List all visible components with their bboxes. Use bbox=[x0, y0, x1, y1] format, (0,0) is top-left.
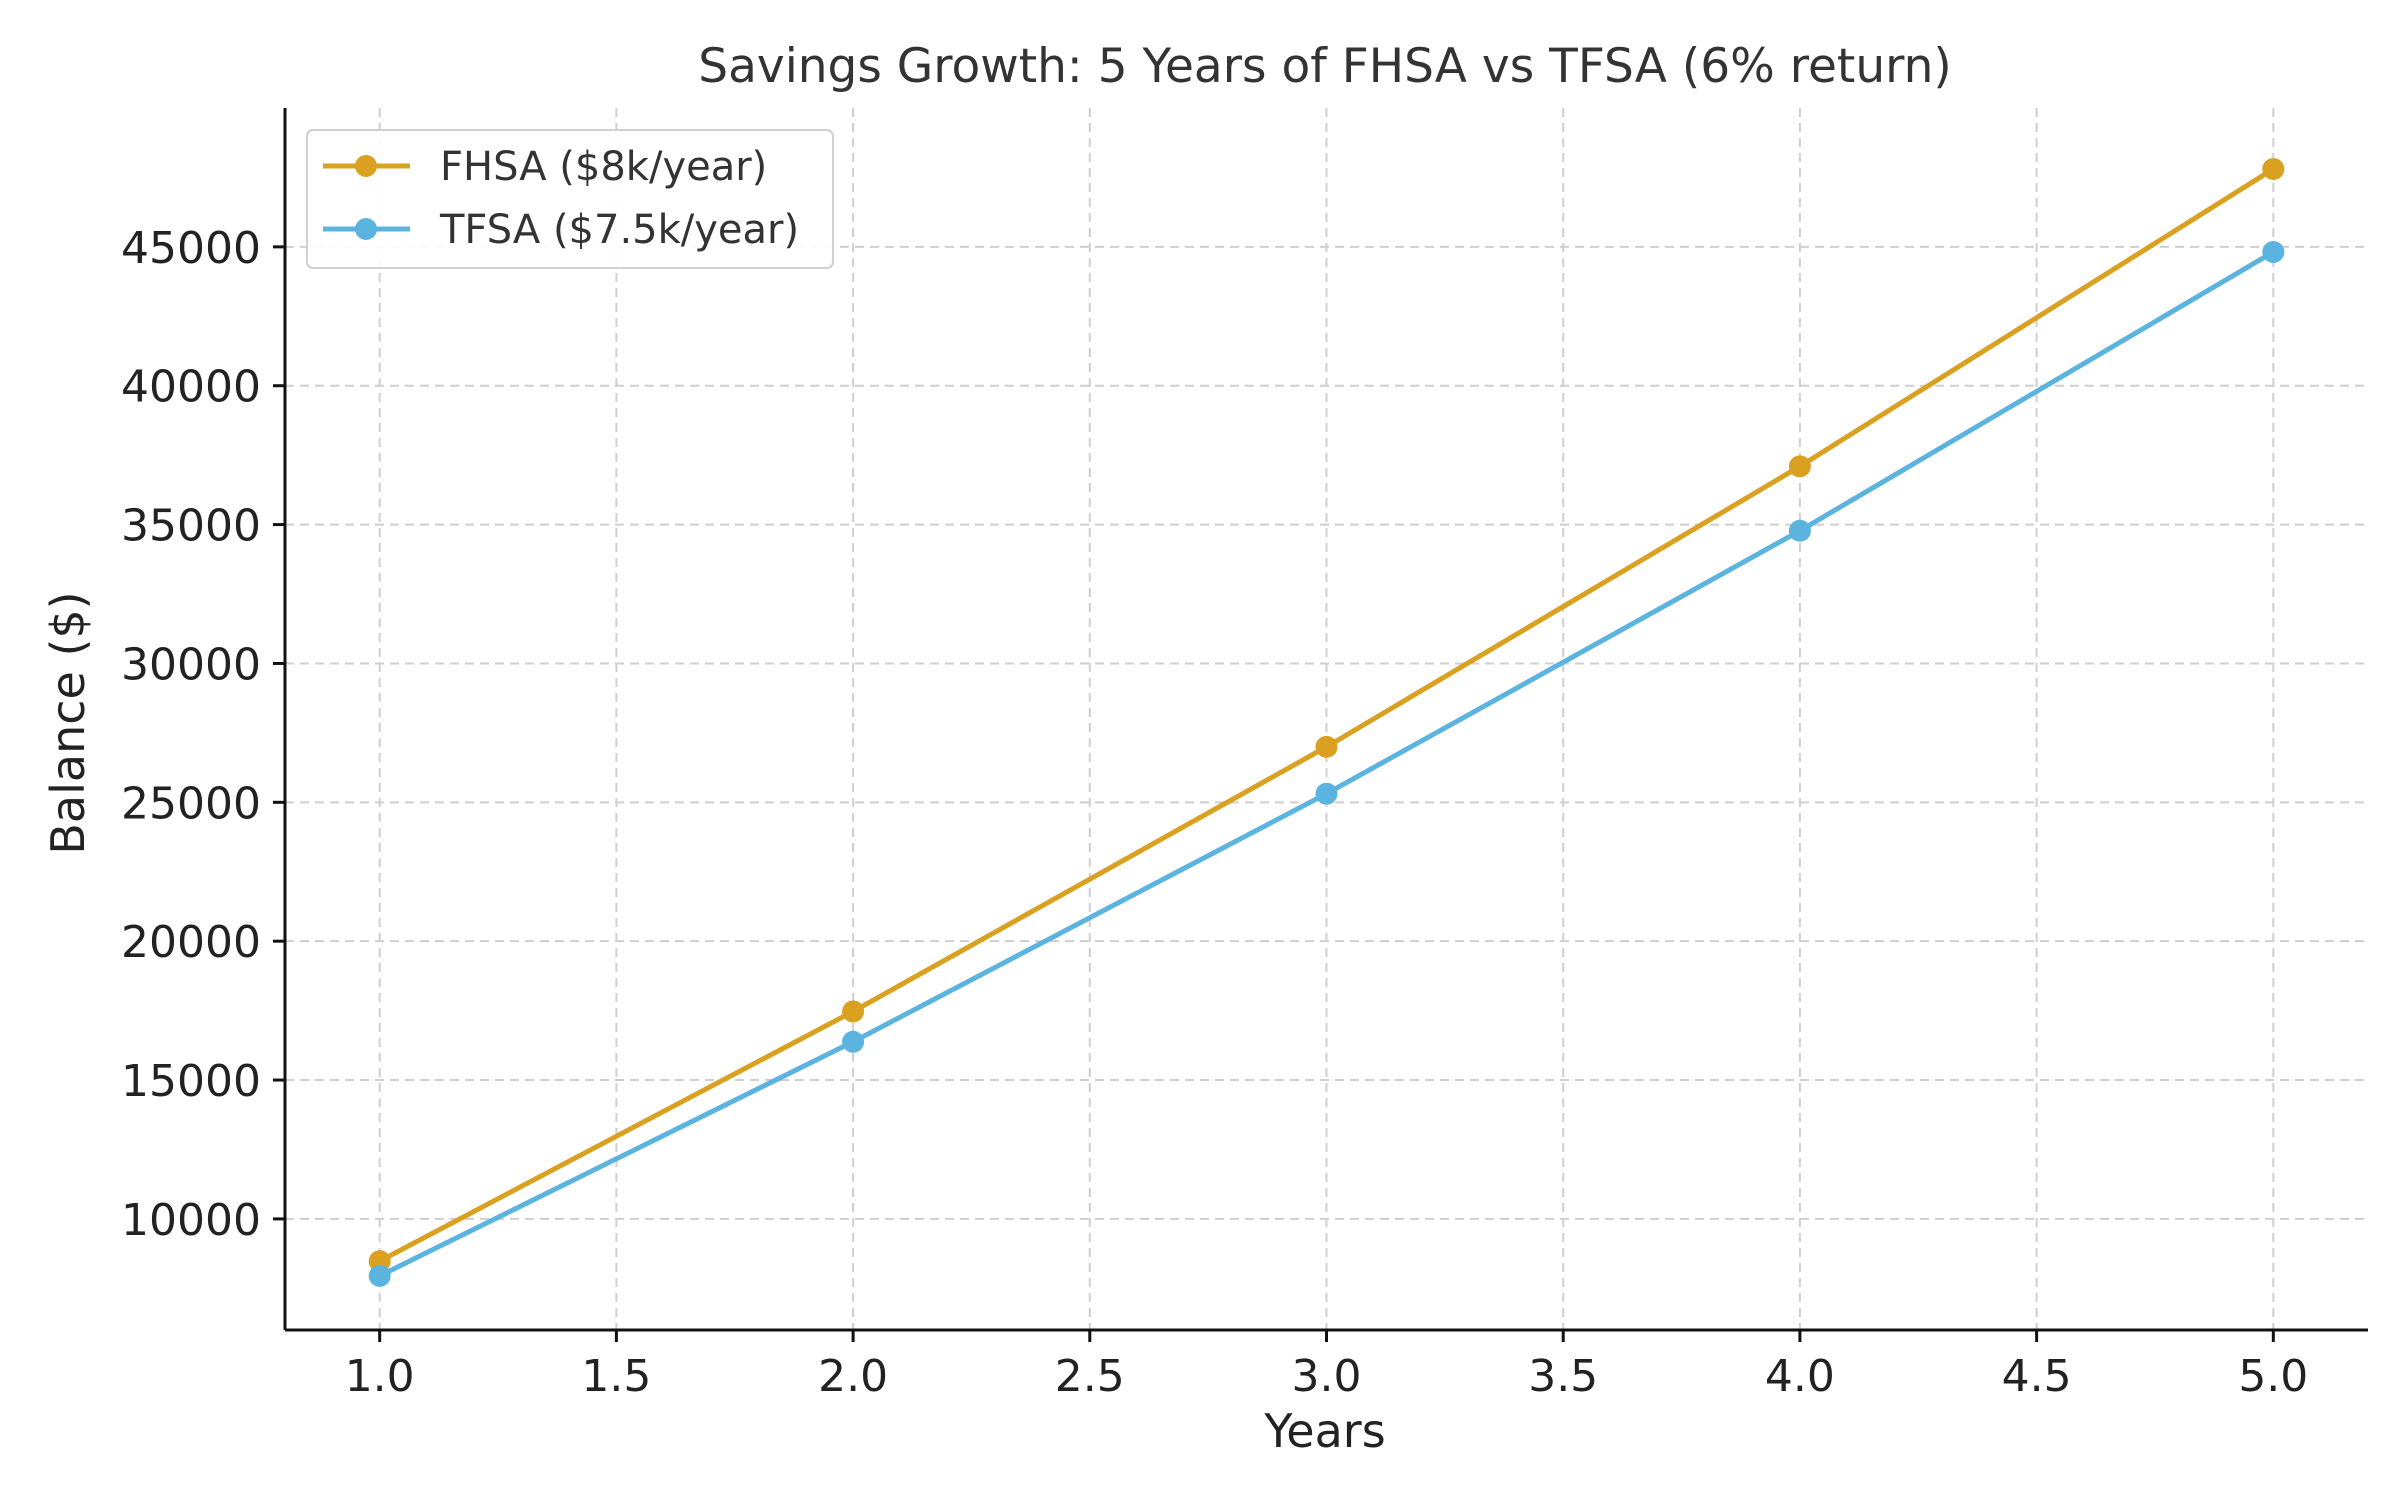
x-tick-label: 1.0 bbox=[345, 1351, 415, 1402]
y-axis-title: Balance ($) bbox=[41, 591, 95, 854]
data-point bbox=[842, 1030, 865, 1053]
y-tick-label: 25000 bbox=[121, 778, 261, 829]
series-line bbox=[377, 249, 2276, 1279]
x-tick-label: 3.0 bbox=[1292, 1351, 1362, 1402]
y-tick-label: 35000 bbox=[121, 501, 261, 552]
series-fhsa bbox=[368, 158, 2285, 1273]
legend-label: FHSA ($8k/year) bbox=[440, 144, 767, 190]
series-layer bbox=[368, 158, 2285, 1287]
legend: FHSA ($8k/year) TFSA ($7.5k/year) bbox=[306, 129, 834, 269]
y-tick-label: 10000 bbox=[121, 1195, 261, 1246]
x-tick-label: 2.5 bbox=[1055, 1351, 1125, 1402]
data-point bbox=[1788, 455, 1811, 478]
data-point bbox=[368, 1264, 391, 1287]
ticks: 1.0 1.5 2.0 2.5 3.0 3.5 4.0 4.5 5.0 10000 15000 200… bbox=[121, 223, 2308, 1402]
series-tfsa bbox=[368, 241, 2285, 1287]
data-point bbox=[1788, 519, 1811, 542]
legend-box bbox=[306, 129, 834, 269]
data-point bbox=[1315, 782, 1338, 805]
data-point bbox=[842, 1000, 865, 1023]
legend-swatch-marker bbox=[355, 155, 377, 177]
x-tick-label: 3.5 bbox=[1528, 1351, 1598, 1402]
x-tick-label: 2.0 bbox=[818, 1351, 888, 1402]
y-tick-label: 30000 bbox=[121, 639, 261, 690]
legend-swatch-marker bbox=[355, 218, 377, 240]
y-tick-label: 45000 bbox=[121, 223, 261, 274]
x-tick-label: 1.5 bbox=[581, 1351, 651, 1402]
data-point bbox=[2262, 158, 2285, 181]
chart-title: Savings Growth: 5 Years of FHSA vs TFSA … bbox=[698, 39, 1952, 94]
y-tick-label: 20000 bbox=[121, 917, 261, 968]
y-tick-label: 15000 bbox=[121, 1056, 261, 1107]
legend-label: TFSA ($7.5k/year) bbox=[439, 207, 799, 253]
y-tick-label: 40000 bbox=[121, 362, 261, 413]
data-point bbox=[2262, 241, 2285, 264]
x-axis-title: Years bbox=[1263, 1404, 1385, 1458]
x-tick-label: 5.0 bbox=[2238, 1351, 2308, 1402]
x-tick-label: 4.0 bbox=[1765, 1351, 1835, 1402]
data-point bbox=[1315, 735, 1338, 758]
x-tick-label: 4.5 bbox=[2002, 1351, 2072, 1402]
